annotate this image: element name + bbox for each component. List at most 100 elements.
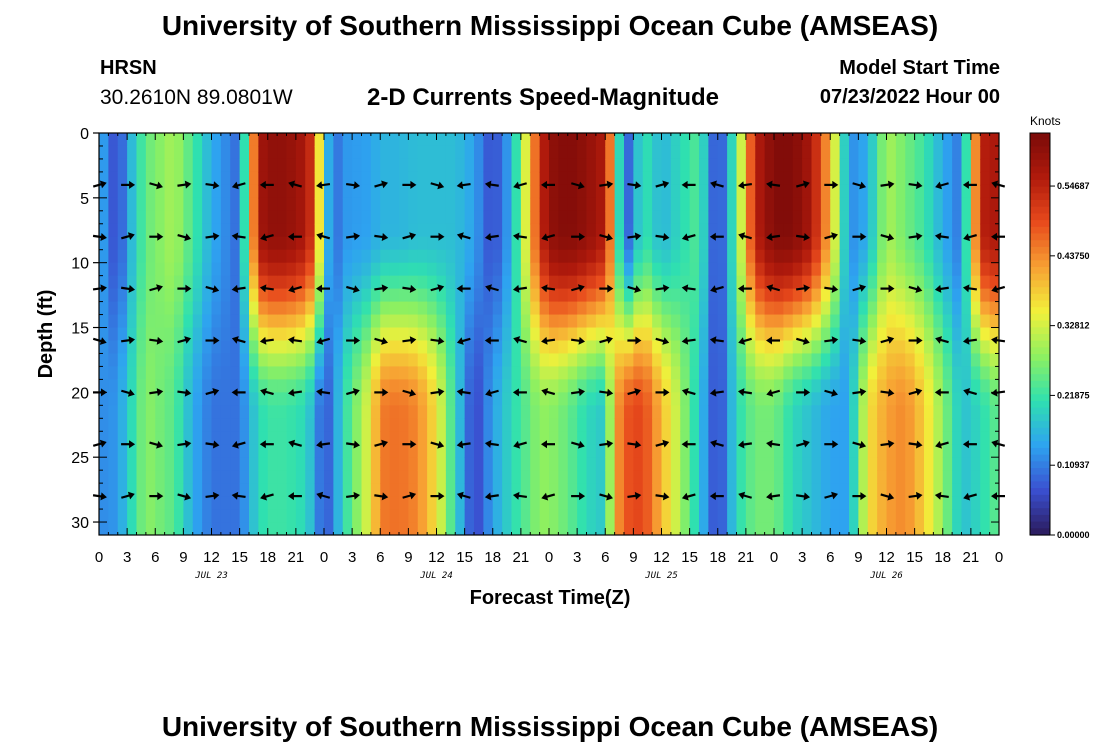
heatmap-cell [417,366,428,380]
heatmap-cell [755,236,766,251]
heatmap-cell [661,496,672,510]
heatmap-cell [933,522,944,535]
heatmap-cell [652,340,663,355]
arrow-head [513,440,521,449]
heatmap-cell [905,353,916,368]
heatmap-cell [492,366,503,380]
heatmap-cell [352,431,363,445]
heatmap-cell [230,275,241,290]
heatmap-cell [408,340,419,355]
heatmap-cell [895,301,906,316]
heatmap-cell [605,197,616,212]
heatmap-cell [624,418,634,432]
heatmap-cell [717,353,728,368]
heatmap-cell [670,210,681,225]
heatmap-cell [774,509,784,523]
heatmap-cell [417,379,428,393]
heatmap-cell [464,353,475,368]
heatmap-cell [614,509,625,523]
heatmap-cell [539,210,550,225]
heatmap-cell [764,301,775,316]
heatmap-cell [483,314,494,329]
heatmap-cell [839,249,850,264]
heatmap-cell [399,340,409,355]
heatmap-cell [277,197,288,212]
heatmap-cell [886,483,897,497]
heatmap-cell [136,431,147,445]
heatmap-cell [736,366,747,380]
heatmap-cell [464,522,475,535]
heatmap-cell [108,275,119,290]
heatmap-cell [127,418,138,432]
heatmap-cell [924,133,934,147]
heatmap-cell [849,470,859,484]
heatmap-cell [436,275,447,290]
heatmap-cell [708,288,719,303]
heatmap-cell [783,301,794,316]
heatmap-cell [764,457,775,471]
heatmap-cell [680,223,691,238]
heatmap-cell [136,197,147,212]
heatmap-cell [717,418,728,432]
arrow-head [541,284,548,293]
heatmap-cell [849,158,859,173]
heatmap-cell [933,353,944,368]
arrow-head [606,388,614,397]
heatmap-cell [745,418,756,432]
heatmap-cell [886,470,897,484]
heatmap-cell [811,496,822,510]
heatmap-cell [792,301,803,316]
current-arrow [177,388,192,397]
heatmap-cell [989,431,999,445]
heatmap-cell [370,301,381,316]
heatmap-cell [174,223,184,238]
heatmap-cell [361,327,372,342]
heatmap-cell [820,366,831,380]
arrow-head [184,180,192,189]
heatmap-cell [417,509,428,523]
heatmap-cell [764,210,775,225]
arrow-head [916,440,923,449]
heatmap-cell [511,184,522,199]
heatmap-cell [811,262,822,277]
heatmap-cell [286,496,297,510]
heatmap-cell [905,444,916,458]
heatmap-cell [249,236,259,251]
heatmap-cell [324,210,334,225]
heatmap-cell [774,158,784,173]
heatmap-cell [867,457,878,471]
heatmap-cell [952,236,963,251]
heatmap-cell [661,262,672,277]
arrow-head [185,284,192,293]
heatmap-cell [427,496,438,510]
heatmap-cell [455,340,466,355]
heatmap-cell [370,145,381,160]
heatmap-cell [820,496,831,510]
colorbar-swatch [1030,528,1050,536]
heatmap-cell [370,509,381,523]
current-arrow [796,492,811,501]
heatmap-cell [886,379,897,393]
heatmap-cell [183,431,194,445]
heatmap-cell [717,470,728,484]
heatmap-cell [127,366,138,380]
heatmap-cell [277,340,288,355]
heatmap-cell [230,353,241,368]
heatmap-cell [727,483,738,497]
heatmap-cell [708,327,719,342]
heatmap-cell [980,314,991,329]
heatmap-cell [549,275,559,290]
heatmap-cell [961,262,972,277]
heatmap-cell [699,379,709,393]
heatmap-cell [933,133,944,147]
model-start-label: Model Start Time [839,57,1000,79]
heatmap-cell [502,509,513,523]
heatmap-cell [502,223,513,238]
heatmap-cell [380,314,391,329]
heatmap-cell [699,210,709,225]
heatmap-cell [164,249,175,264]
heatmap-cell [980,483,991,497]
heatmap-cell [155,275,166,290]
heatmap-cell [474,340,484,355]
heatmap-cell [202,327,213,342]
